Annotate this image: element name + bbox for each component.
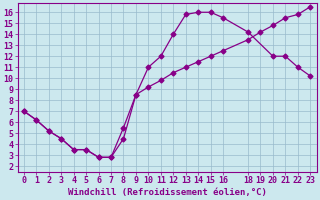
- X-axis label: Windchill (Refroidissement éolien,°C): Windchill (Refroidissement éolien,°C): [68, 188, 267, 197]
